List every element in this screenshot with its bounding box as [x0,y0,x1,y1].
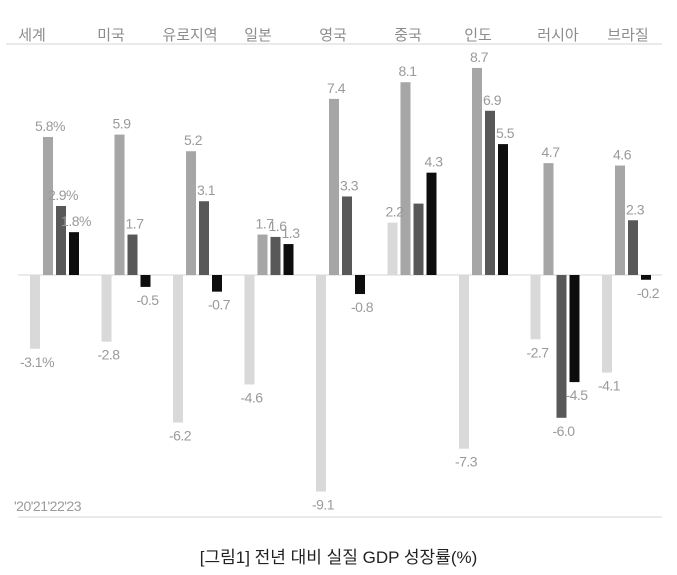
bar-y20-1 [101,275,112,342]
data-label: 8.1 [399,63,418,79]
bar-y23-8 [641,275,651,280]
data-label: -2.7 [526,344,549,360]
bar-y22-1 [127,234,138,275]
data-label: 2.2 [386,204,405,220]
data-label: -3.1% [20,354,54,370]
data-label: 1.7 [256,216,275,232]
bar-y20-4 [316,275,326,492]
data-label: -9.1 [312,497,335,513]
bar-y22-5 [413,203,424,275]
bar-y23-3 [283,244,294,275]
bar-y20-2 [173,275,183,423]
bar-y21-0 [43,136,53,275]
bar-y22-7 [556,275,567,418]
bar-y23-6 [498,144,508,275]
bar-y23-7 [569,275,580,383]
bar-y21-7 [543,163,554,275]
data-label: -4.5 [565,387,588,403]
bar-y21-8 [615,165,625,275]
data-label: 3.3 [340,177,359,193]
data-label: 1.7 [126,216,145,232]
data-label: 5.8% [35,118,65,134]
bar-y22-3 [270,236,281,275]
data-label: -0.7 [208,297,231,313]
bar-y20-8 [602,275,612,373]
bar-y22-0 [56,205,66,275]
bar-y21-4 [329,98,339,275]
bar-y22-4 [342,196,352,275]
data-label: 5.9 [113,116,132,132]
bar-y22-6 [485,110,495,275]
bar-y20-7 [530,275,541,340]
data-label: -0.5 [136,292,159,308]
bar-y20-6 [459,275,469,449]
data-label: -4.1 [598,378,621,394]
bar-y22-8 [628,220,638,275]
bar-y22-2 [199,201,209,275]
data-label: -2.8 [97,347,120,363]
bar-y20-5 [387,222,398,275]
data-label: -4.6 [240,389,263,405]
category-label: 세계 [18,27,46,44]
category-label: 유로지역 [162,27,217,44]
bar-y23-0 [69,232,79,275]
data-label: 1.8% [61,213,91,229]
data-label: -6.0 [552,423,575,439]
data-label: 1.6 [269,218,288,234]
bar-y20-3 [244,275,255,385]
data-label: -0.2 [637,285,660,301]
data-label: 5.5 [496,125,515,141]
category-label: 인도 [464,27,492,44]
data-label: -7.3 [455,454,478,470]
data-label: -0.8 [351,299,374,315]
year-legend: '20'21'22'23 [14,498,82,514]
data-label: -6.2 [169,428,192,444]
category-label: 미국 [97,27,125,44]
data-label: 8.7 [470,49,489,65]
chart-caption: [그림1] 전년 대비 실질 GDP 성장률(%) [199,548,478,567]
data-label: 6.9 [483,92,502,108]
data-label: 1.3 [282,225,301,241]
category-label: 영국 [319,27,347,44]
bar-y21-3 [257,234,268,275]
bar-y23-1 [140,275,151,287]
bar-y23-4 [355,275,365,295]
bar-y21-5 [400,82,411,275]
category-label: 브라질 [607,27,648,44]
bar-y21-2 [186,151,196,275]
bar-y20-0 [30,275,40,349]
data-label: 4.7 [542,144,561,160]
bar-y21-1 [114,134,125,275]
data-label: 5.2 [184,132,203,148]
category-label: 일본 [244,27,272,44]
bar-y21-6 [472,67,482,275]
data-label: 2.9% [48,187,78,203]
data-label: 4.6 [613,147,632,163]
data-label: 3.1 [197,182,216,198]
category-label: 러시아 [537,27,579,44]
data-label: 7.4 [327,80,346,96]
data-label: 2.3 [626,201,645,217]
category-label: 중국 [394,27,422,44]
data-label: 4.3 [425,154,444,170]
bar-y23-5 [426,172,437,275]
bar-y23-2 [212,275,222,292]
